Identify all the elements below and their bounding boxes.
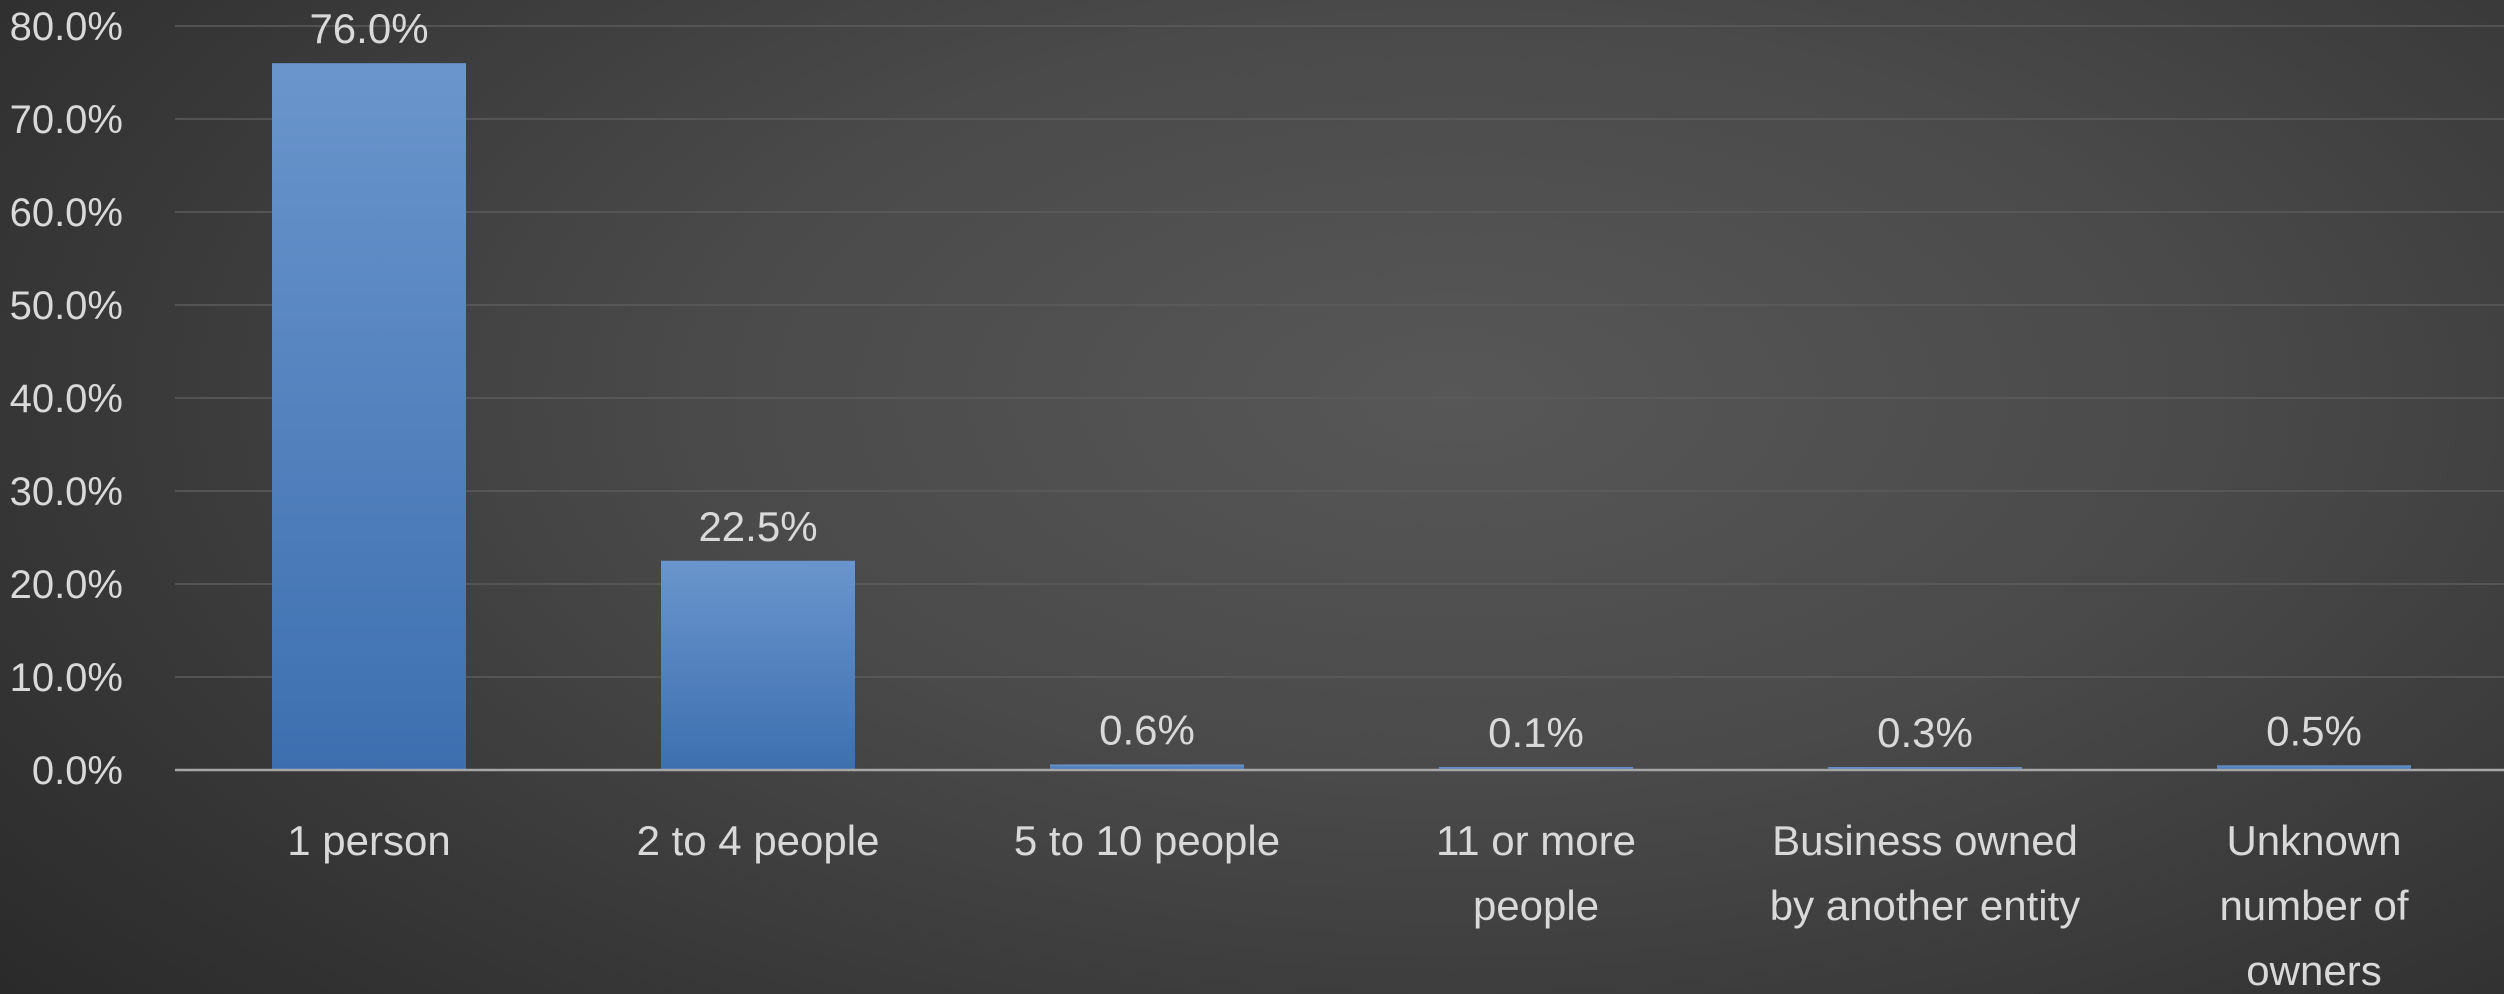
category-label: 1 person	[287, 817, 450, 864]
x-axis-category-labels: 1 person 2 to 4 people 5 to 10 people 11 or…	[287, 817, 2409, 994]
category-label: 2 to 4 people	[637, 817, 880, 864]
data-label: 22.5%	[698, 503, 817, 550]
category-label: by another entity	[1770, 882, 2081, 929]
y-tick-label: 0.0%	[32, 749, 123, 793]
category-label: 5 to 10 people	[1014, 817, 1280, 864]
bar	[1050, 764, 1244, 770]
y-tick-label: 30.0%	[10, 470, 123, 514]
data-label: 76.0%	[309, 5, 428, 52]
y-tick-label: 80.0%	[10, 5, 123, 49]
y-tick-label: 20.0%	[10, 563, 123, 607]
y-tick-label: 70.0%	[10, 98, 123, 142]
data-label: 0.1%	[1488, 709, 1584, 756]
gridlines	[175, 25, 2504, 678]
category-label: Unknown	[2226, 817, 2401, 864]
bar	[661, 560, 855, 770]
y-axis-tick-labels: 0.0% 10.0% 20.0% 30.0% 40.0% 50.0% 60.0% 70.0% 8…	[10, 5, 123, 793]
category-label: number of	[2219, 882, 2408, 929]
data-label: 0.6%	[1099, 706, 1195, 753]
category-label: owners	[2246, 947, 2381, 994]
y-tick-label: 10.0%	[10, 656, 123, 700]
bars	[272, 63, 2411, 770]
y-tick-label: 40.0%	[10, 377, 123, 421]
data-label: 0.3%	[1877, 709, 1973, 756]
category-label: 11 or more	[1436, 817, 1636, 864]
bar	[272, 63, 466, 770]
category-label: Business owned	[1772, 817, 2078, 864]
bar	[2217, 765, 2411, 770]
y-tick-label: 60.0%	[10, 191, 123, 235]
data-label: 0.5%	[2266, 707, 2362, 754]
y-tick-label: 50.0%	[10, 284, 123, 328]
data-labels: 76.0% 22.5% 0.6% 0.1% 0.3% 0.5%	[309, 5, 2361, 756]
bar	[1439, 767, 1633, 770]
category-label: people	[1473, 882, 1599, 929]
bar	[1828, 767, 2022, 770]
